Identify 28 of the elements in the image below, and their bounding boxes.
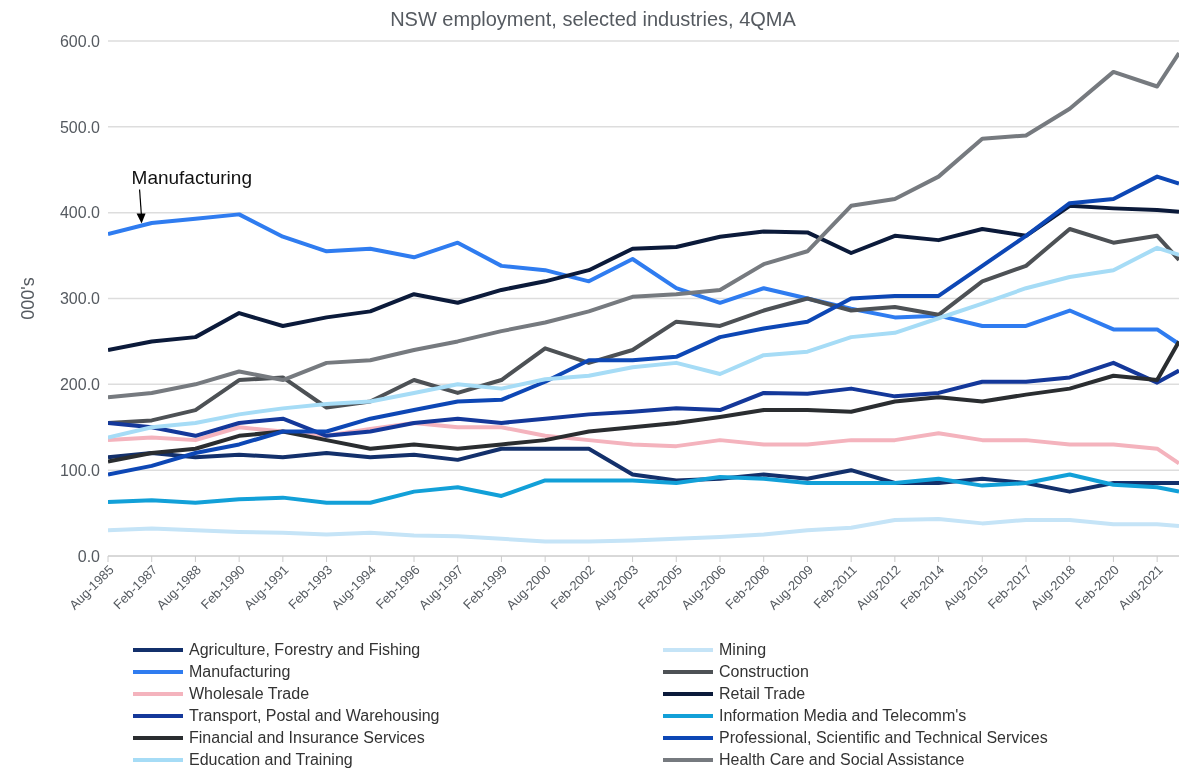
- line-series: [108, 360, 1179, 438]
- legend-label: Health Care and Social Assistance: [719, 751, 965, 769]
- legend-label: Financial and Insurance Services: [189, 729, 425, 747]
- y-axis-title: 000's: [18, 277, 39, 320]
- legend-label: Transport, Postal and Warehousing: [189, 707, 440, 725]
- y-tick-label: 0.0: [77, 547, 101, 565]
- legend-label: Information Media and Telecomm's: [719, 707, 967, 725]
- y-tick-label: 500.0: [59, 118, 101, 136]
- chart-title: NSW employment, selected industries, 4QMA: [389, 8, 797, 31]
- line-series: [108, 51, 1179, 400]
- y-tick-label: 100.0: [59, 461, 101, 479]
- line-series: [108, 517, 1179, 544]
- y-tick-label: 300.0: [59, 290, 101, 308]
- legend-label: Education and Training: [189, 751, 353, 769]
- legend-label: Agriculture, Forestry and Fishing: [189, 641, 421, 659]
- line-series: [108, 472, 1179, 505]
- legend-label: Manufacturing: [189, 663, 291, 681]
- legend-label: Mining: [719, 641, 767, 659]
- y-tick-label: 400.0: [59, 204, 101, 222]
- annotation: Manufacturing: [131, 166, 252, 188]
- y-tick-label: 200.0: [59, 376, 101, 394]
- legend-label: Wholesale Trade: [189, 685, 310, 703]
- line-series: [108, 245, 1179, 440]
- line-series: [108, 339, 1179, 464]
- y-tick-label: 600.0: [59, 32, 101, 50]
- legend-label: Construction: [719, 663, 809, 681]
- legend-label: Professional, Scientific and Technical Services: [719, 729, 1048, 747]
- legend-label: Retail Trade: [719, 685, 806, 703]
